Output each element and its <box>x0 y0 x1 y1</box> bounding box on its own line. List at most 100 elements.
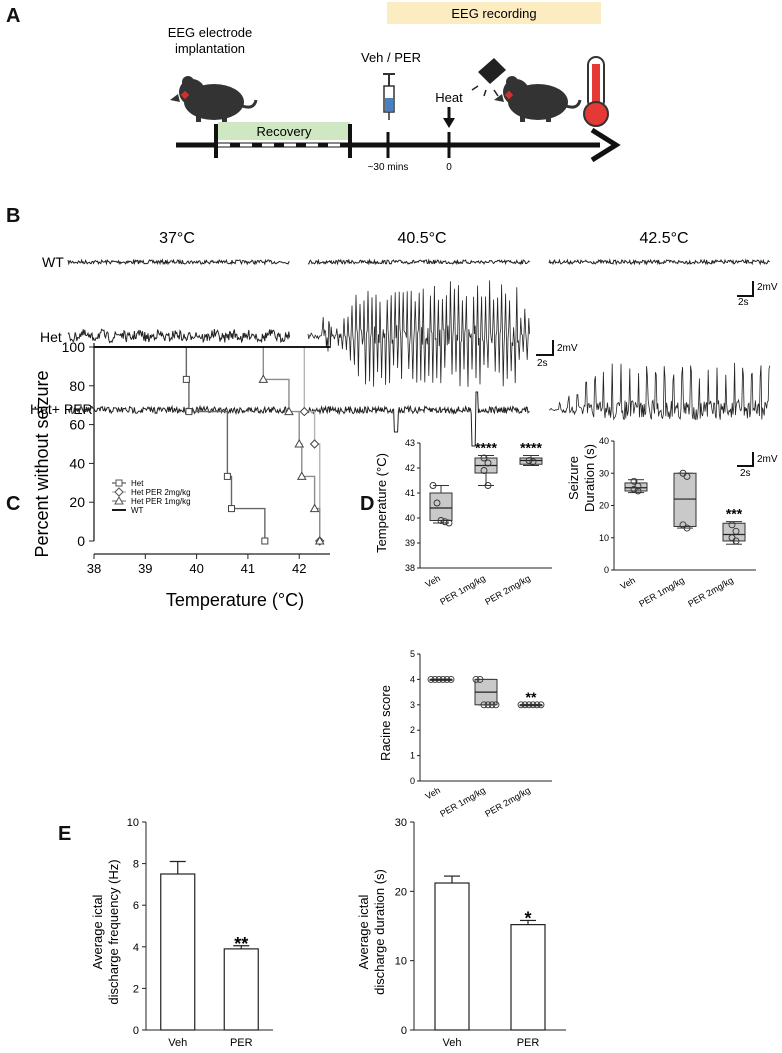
implant-label-line1: EEG electrode <box>168 25 253 40</box>
e2-plot-xlabel-0: Veh <box>443 1037 462 1049</box>
d1-plot-ytick-label-5: 43 <box>405 438 415 448</box>
heat-lamp-icon <box>471 58 506 97</box>
e1-plot-xlabel-1: PER <box>230 1037 253 1049</box>
mouse-icon <box>170 76 258 122</box>
e2-ylabel-line2: discharge duration (s) <box>372 869 387 995</box>
e2-plot-ytick-label-0: 0 <box>401 1025 407 1037</box>
d3-plot-ytick-label-4: 4 <box>410 674 415 684</box>
c-series-line-1 <box>94 346 321 541</box>
d2-plot-point-2-0 <box>728 521 736 529</box>
eeg-trace-het-37 <box>67 328 291 344</box>
scale-bar-1-time: 2s <box>738 297 749 308</box>
d1-plot-ytick-label-3: 41 <box>405 488 415 498</box>
c-ytick-label-2: 40 <box>69 455 85 471</box>
d1-plot-sig-2: **** <box>520 440 542 456</box>
d1-plot-point-0-4 <box>445 519 453 527</box>
e1-plot-bar-0 <box>160 873 196 1031</box>
duration-barchart: 0 10 20 30 Veh * PER <box>395 817 566 1049</box>
scale-bar-3: 2mV 2s <box>737 452 778 479</box>
e2-plot-ytick-label-1: 10 <box>395 956 407 968</box>
timeline-arrowhead <box>590 127 621 163</box>
c-series-line-0 <box>94 346 266 541</box>
d3-plot-ytick-label-2: 2 <box>410 725 415 735</box>
d1-plot-point-2-1 <box>529 458 537 466</box>
implant-label-line2: implantation <box>175 41 245 56</box>
d1-plot-point-0-3 <box>441 518 449 526</box>
d1-plot-ytick-label-4: 42 <box>405 463 415 473</box>
d1-plot-ytick-label-0: 38 <box>405 563 415 573</box>
d3-plot-ytick-label-1: 1 <box>410 751 415 761</box>
e2-plot-sig-1: * <box>524 908 531 928</box>
e1-plot-bar-1 <box>223 948 259 1031</box>
drug-label: Veh / PER <box>361 50 421 65</box>
thermometer-icon <box>583 56 609 127</box>
down-arrow-icon <box>443 107 455 128</box>
c-ytick-label-5: 100 <box>62 339 86 355</box>
d2-plot-xlabel-2: PER 2mg/kg <box>686 575 735 609</box>
c-point-2-3 <box>294 438 305 448</box>
d1-plot-xlabel-1: PER 1mg/kg <box>438 573 487 607</box>
scale-bar-2-time: 2s <box>537 358 548 369</box>
d2-plot-ytick-label-2: 20 <box>599 501 609 511</box>
d3-plot-point-0-1 <box>431 675 439 683</box>
d3-plot-point-1-4 <box>488 701 496 709</box>
c-point-2-1 <box>258 374 269 383</box>
d2-plot-sig-2: *** <box>726 506 743 522</box>
d2-plot-point-2-1 <box>732 527 740 535</box>
c-ytick-label-3: 60 <box>69 417 85 433</box>
scale-bar-1-voltage: 2mV <box>757 282 778 293</box>
d3-plot-point-1-1 <box>476 675 484 683</box>
d2-plot-ytick-label-4: 40 <box>599 436 609 446</box>
d2-plot-point-1-3 <box>683 524 691 532</box>
panel-label-b: B <box>6 205 20 227</box>
d3-plot-point-2-5 <box>537 701 545 709</box>
d1-plot-ytick-label-1: 39 <box>405 538 415 548</box>
d1-plot-point-0-2 <box>437 517 445 524</box>
d3-plot-point-2-3 <box>529 701 537 709</box>
eeg-trace-wt-40-5 <box>307 258 531 266</box>
d3-plot-point-0-4 <box>443 675 451 683</box>
d3-plot-point-0-2 <box>435 675 443 683</box>
c-ytick-label-0: 0 <box>77 533 85 549</box>
legend-wt: WT <box>131 506 144 515</box>
e2-plot-ytick-label-2: 20 <box>395 886 407 898</box>
d1-plot-point-0-0 <box>429 482 437 489</box>
recovery-band <box>218 122 350 140</box>
recording-band <box>387 2 601 24</box>
d2-plot-xlabel-1: PER 1mg/kg <box>637 575 686 609</box>
d3-plot-point-2-4 <box>533 701 541 709</box>
c-ylabel: Percent without seizure <box>32 370 52 557</box>
d1-plot-point-1-3 <box>484 482 492 489</box>
e1-plot-xlabel-0: Veh <box>168 1037 187 1049</box>
d3-plot-point-0-3 <box>439 675 447 683</box>
c-xtick-label-3: 41 <box>241 561 255 576</box>
d2-plot-box-1 <box>673 472 697 527</box>
c-xtick-label-4: 42 <box>292 561 306 576</box>
temp-label-37: 37°C <box>159 230 195 247</box>
panel-label-d: D <box>360 493 374 515</box>
row-label-het-per: Het+ PER <box>30 401 93 417</box>
d3-plot-ytick-label-3: 3 <box>410 700 415 710</box>
eeg-trace-het-per-40-5 <box>307 391 530 447</box>
e2-plot-ytick-label-3: 30 <box>395 817 407 829</box>
d3-plot-point-2-1 <box>521 701 529 709</box>
legend-het-per-1: Het PER 1mg/kg <box>131 497 191 506</box>
d2-plot-xlabel-0: Veh <box>619 575 637 591</box>
row-label-het: Het <box>40 329 62 345</box>
e1-plot-sig-1: ** <box>234 934 248 954</box>
e1-ylabel-line2: discharge frequency (Hz) <box>106 859 121 1004</box>
d3-plot-point-1-3 <box>484 701 492 709</box>
d2-ylabel-line1: Seizure <box>566 456 581 500</box>
d1-plot-point-1-1 <box>484 459 492 467</box>
d3-plot-point-2-0 <box>517 701 525 709</box>
c-series-line-2 <box>94 346 321 541</box>
recovery-label: Recovery <box>257 124 312 139</box>
time-label-0: 0 <box>446 162 452 173</box>
d2-plot-ytick-label-3: 30 <box>599 468 609 478</box>
c-point-2-6 <box>314 535 325 545</box>
eeg-trace-wt-42-5 <box>548 258 770 266</box>
d2-plot-point-2-3 <box>732 537 740 545</box>
temperature-boxplot: 38 39 40 41 42 43 Veh **** PER 1mg/kg **** PER 2mg… <box>405 438 552 607</box>
d3-plot-sig-2: ** <box>526 689 537 705</box>
